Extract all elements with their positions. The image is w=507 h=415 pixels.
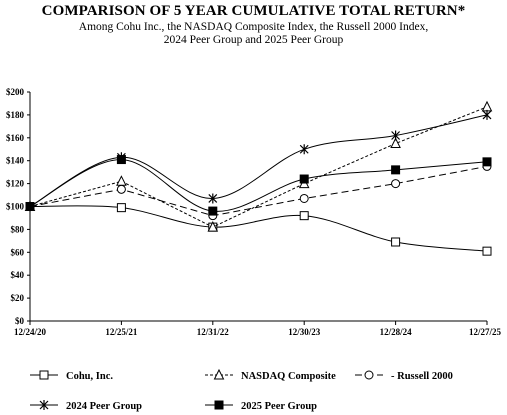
legend-label: 2024 Peer Group — [66, 401, 142, 412]
series-line-2025-peer-group — [29, 159, 488, 212]
x-tick-label: 12/28/24 — [380, 327, 413, 337]
y-tick-label: $100 — [6, 202, 25, 212]
data-point-2025-peer-group — [391, 165, 401, 175]
y-tick-label: $140 — [6, 156, 25, 166]
chart-title: COMPARISON OF 5 YEAR CUMULATIVE TOTAL RE… — [41, 3, 466, 19]
data-point-nasdaq-composite — [390, 137, 401, 149]
legend-item-2025-peer-group: 2025 Peer Group — [205, 400, 317, 412]
legend-marker — [364, 370, 374, 380]
data-point-2024-peer-group — [208, 193, 218, 204]
data-point-cohu-inc — [482, 246, 492, 256]
x-tick-label: 12/30/23 — [288, 327, 321, 337]
legend-label: 2025 Peer Group — [241, 401, 317, 412]
data-point-nasdaq-composite — [116, 175, 127, 186]
legend-marker — [214, 400, 224, 410]
legend-item-nasdaq-composite: NASDAQ Composite — [205, 368, 336, 382]
x-tick-label: 12/25/21 — [105, 327, 138, 337]
series-line-nasdaq-composite — [29, 106, 488, 228]
legend-item-cohu-inc: Cohu, Inc. — [30, 370, 113, 382]
chart-legend: Cohu, Inc. NASDAQ Composite - Russell 2000… — [30, 368, 453, 412]
series-line-cohu-inc — [29, 205, 488, 252]
data-point-russell-2000 — [116, 184, 126, 194]
data-point-2024-peer-group — [391, 130, 401, 141]
chart-plot-area — [24, 100, 493, 256]
x-tick-label: 12/31/22 — [197, 327, 230, 337]
series-line-2024-peer-group — [29, 114, 488, 207]
legend-marker — [39, 370, 49, 380]
y-tick-label: $20 — [11, 293, 25, 303]
data-point-2025-peer-group — [482, 157, 492, 167]
legend-label: NASDAQ Composite — [241, 371, 336, 382]
y-tick-label: $180 — [6, 110, 25, 120]
y-tick-label: $200 — [6, 87, 25, 97]
y-tick-label: $0 — [15, 316, 25, 326]
data-point-russell-2000 — [299, 193, 309, 203]
x-tick-label: 12/24/20 — [14, 327, 47, 337]
y-tick-label: $160 — [6, 133, 25, 143]
chart-subtitle-line-2: 2024 Peer Group and 2025 Peer Group — [163, 34, 344, 46]
data-point-2024-peer-group — [299, 144, 309, 155]
data-point-nasdaq-composite — [481, 100, 493, 112]
y-tick-label: $40 — [11, 270, 25, 280]
x-tick-label: 12/27/25 — [469, 327, 502, 337]
data-point-cohu-inc — [391, 237, 401, 247]
chart-subtitle-line-1: Among Cohu Inc., the NASDAQ Composite In… — [78, 21, 429, 33]
data-point-2024-peer-group — [482, 109, 492, 120]
data-point-cohu-inc — [116, 203, 126, 213]
data-point-2025-peer-group — [208, 206, 218, 216]
legend-item-2024-peer-group: 2024 Peer Group — [30, 400, 142, 412]
legend-label: Cohu, Inc. — [66, 371, 113, 382]
chart-axes: $0 $20 $40 $60 $80 $100 $120 $140 $160 $180 $200 12… — [6, 87, 501, 337]
y-tick-label: $80 — [11, 224, 25, 234]
legend-label: - Russell 2000 — [391, 371, 453, 382]
legend-marker — [213, 368, 225, 380]
series-line-russell-2000 — [29, 165, 488, 217]
data-point-russell-2000 — [391, 179, 401, 189]
data-point-2025-peer-group — [116, 155, 126, 165]
data-point-2025-peer-group — [25, 202, 35, 211]
data-point-2025-peer-group — [299, 174, 309, 184]
data-point-cohu-inc — [299, 211, 309, 221]
legend-item-russell-2000: - Russell 2000 — [355, 370, 453, 382]
legend-marker — [39, 400, 49, 410]
y-tick-label: $60 — [11, 247, 25, 257]
y-tick-label: $120 — [6, 179, 25, 189]
data-point-nasdaq-composite — [207, 220, 219, 232]
